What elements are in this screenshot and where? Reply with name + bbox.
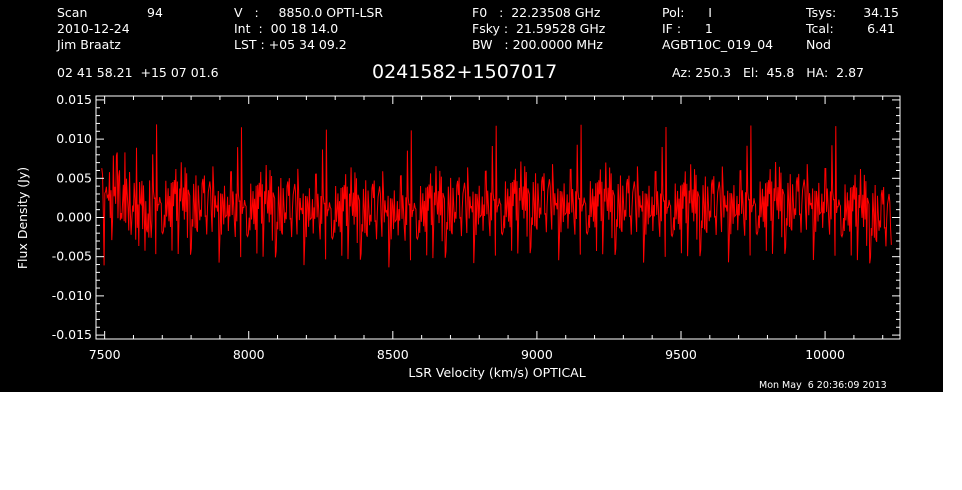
observing-mode: Nod (806, 37, 831, 52)
source-coordinates: 02 41 58.21 +15 07 01.6 (57, 65, 219, 80)
observer-name: Jim Braatz (57, 37, 121, 52)
axes-layer: 7500 8000 8500 9000 9500 10000 0.015 0.010 0.005… (52, 92, 900, 362)
plot-timestamp: Mon May 6 20:36:09 2013 (759, 380, 887, 391)
spectrum-series-line (101, 124, 892, 268)
y-tick-label: -0.005 (52, 249, 92, 264)
x-tick-label: 8000 (233, 347, 265, 362)
x-tick-label: 7500 (89, 347, 121, 362)
y-tick-label: 0.015 (56, 92, 92, 107)
scan-number: 94 (147, 5, 163, 20)
y-axis-label: Flux Density (Jy) (15, 167, 30, 269)
y-tick-label: -0.010 (52, 288, 92, 303)
plot-window: Scan 94 2010-12-24 Jim Braatz V : 8850.0… (0, 0, 943, 392)
scan-label: Scan (57, 5, 88, 20)
spectrum-chart: 7500 8000 8500 9000 9500 10000 0.015 0.010 0.005… (15, 92, 901, 380)
bandwidth: BW : 200.0000 MHz (472, 37, 603, 52)
if-number: IF : 1 (662, 21, 713, 36)
sky-frequency: Fsky : 21.59528 GHz (472, 21, 606, 36)
tsys-label: Tsys: (806, 5, 837, 20)
polarization: Pol: I (662, 5, 712, 20)
source-name: 0241582+1507017 (372, 61, 558, 83)
integration-time: Int : 00 18 14.0 (234, 21, 339, 36)
x-axis-label: LSR Velocity (km/s) OPTICAL (408, 365, 585, 380)
tcal-label: Tcal: (806, 21, 834, 36)
x-tick-label: 9500 (665, 347, 697, 362)
plot-frame (95, 95, 901, 340)
y-tick-label: -0.015 (52, 327, 92, 342)
project-id: AGBT10C_019_04 (662, 37, 774, 52)
tsys-value: 34.15 (863, 5, 899, 20)
observation-date: 2010-12-24 (57, 21, 130, 36)
y-tick-label: 0.000 (56, 210, 92, 225)
spectrum-trace-layer (101, 124, 892, 268)
x-tick-label: 10000 (805, 347, 845, 362)
y-tick-label: 0.005 (56, 170, 92, 185)
x-tick-label: 9000 (521, 347, 553, 362)
y-tick-label: 0.010 (56, 131, 92, 146)
x-tick-label: 8500 (377, 347, 409, 362)
pointing-info: Az: 250.3 El: 45.8 HA: 2.87 (672, 65, 865, 80)
velocity-info: V : 8850.0 OPTI-LSR (234, 5, 384, 20)
rest-frequency: F0 : 22.23508 GHz (472, 5, 601, 20)
lst-info: LST : +05 34 09.2 (234, 37, 347, 52)
tcal-value: 6.41 (867, 21, 895, 36)
